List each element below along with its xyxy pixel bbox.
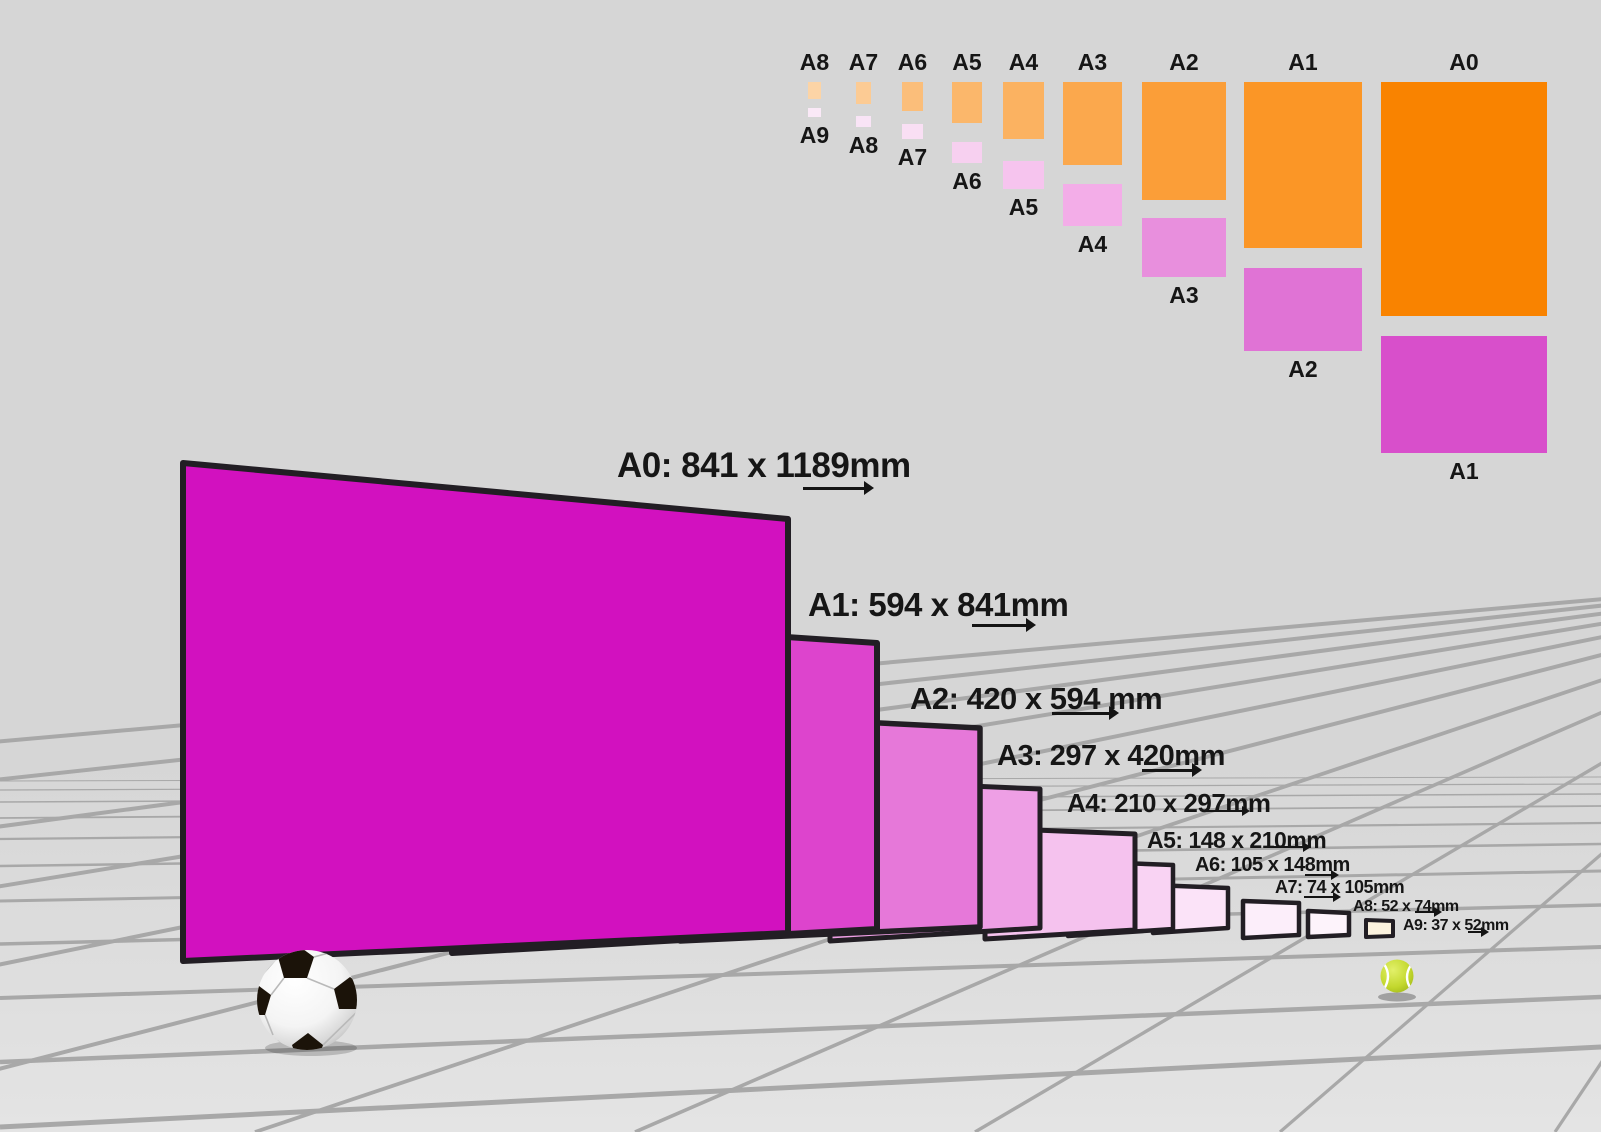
paper-a9-panel bbox=[1364, 918, 1395, 939]
mini-bottom-label: A7 bbox=[897, 144, 928, 170]
mini-landscape-sheet bbox=[856, 116, 871, 127]
mini-portrait-sheet bbox=[1244, 82, 1362, 248]
mini-bottom-label: A6 bbox=[952, 168, 982, 194]
a3-width-arrow-icon bbox=[1142, 763, 1202, 777]
mini-bottom-label: A9 bbox=[799, 122, 830, 148]
mini-column-a4: A4 A5 bbox=[1003, 46, 1044, 219]
mini-bottom-label: A3 bbox=[1169, 282, 1199, 308]
a6-size-label: A6: 105 x 148mm bbox=[1195, 854, 1350, 876]
mini-column-a8: A8 A9 bbox=[800, 46, 829, 147]
a1-size-label: A1: 594 x 841mm bbox=[808, 586, 1069, 623]
mini-landscape-sheet bbox=[952, 142, 982, 163]
mini-top-label: A3 bbox=[1077, 49, 1108, 75]
a8-size-label: A8: 52 x 74mm bbox=[1353, 898, 1459, 915]
mini-top-label: A6 bbox=[897, 49, 928, 75]
mini-bottom-label: A5 bbox=[1008, 194, 1039, 220]
mini-column-a1: A1 A2 bbox=[1244, 46, 1362, 381]
paper-a0-panel bbox=[180, 460, 791, 964]
mini-portrait-sheet bbox=[1003, 82, 1044, 139]
mini-column-a0: A0 A1 bbox=[1381, 46, 1547, 483]
mini-column-a3: A3 A4 bbox=[1063, 46, 1122, 256]
mini-column-a7: A7 A8 bbox=[849, 46, 878, 157]
mini-portrait-sheet bbox=[856, 82, 871, 104]
mini-top-label: A8 bbox=[799, 49, 830, 75]
a1-width-arrow-icon bbox=[972, 618, 1036, 632]
mini-landscape-sheet bbox=[1003, 161, 1044, 189]
tennis-ball bbox=[1378, 959, 1416, 1002]
mini-landscape-sheet bbox=[902, 124, 923, 139]
mini-bottom-label: A8 bbox=[848, 132, 879, 158]
mini-top-label: A5 bbox=[952, 49, 982, 75]
a6-width-arrow-icon bbox=[1305, 870, 1339, 880]
mini-column-a6: A6 A7 bbox=[898, 46, 927, 169]
a7-size-label: A7: 74 x 105mm bbox=[1275, 877, 1405, 897]
mini-portrait-sheet bbox=[952, 82, 982, 123]
a9-width-arrow-icon bbox=[1468, 927, 1489, 937]
mini-portrait-sheet bbox=[902, 82, 923, 111]
mini-top-label: A2 bbox=[1169, 49, 1199, 75]
tennis-ball-shadow bbox=[1378, 992, 1416, 1002]
a4-width-arrow-icon bbox=[1203, 806, 1250, 816]
mini-column-a2: A2 A3 bbox=[1142, 46, 1226, 307]
a4-size-label: A4: 210 x 297mm bbox=[1067, 788, 1271, 818]
a8-width-arrow-icon bbox=[1415, 907, 1442, 917]
a0-size-label: A0: 841 x 1189mm bbox=[617, 446, 911, 485]
mini-portrait-sheet bbox=[1063, 82, 1122, 165]
a9-size-label: A9: 37 x 52mm bbox=[1403, 917, 1509, 934]
mini-column-a5: A5 A6 bbox=[952, 46, 982, 193]
mini-landscape-sheet bbox=[1063, 184, 1122, 226]
mini-top-label: A1 bbox=[1288, 49, 1318, 75]
mini-bottom-label: A4 bbox=[1077, 231, 1108, 257]
a3-size-label: A3: 297 x 420mm bbox=[997, 740, 1225, 772]
mini-bottom-label: A2 bbox=[1288, 356, 1318, 382]
paper-cascade bbox=[180, 460, 1395, 964]
mini-landscape-sheet bbox=[1142, 218, 1226, 277]
mini-landscape-sheet bbox=[808, 108, 821, 117]
mini-portrait-sheet bbox=[1142, 82, 1226, 200]
mini-top-label: A7 bbox=[848, 49, 879, 75]
paper-a7-panel bbox=[1240, 898, 1302, 941]
mini-portrait-sheet bbox=[808, 82, 821, 99]
mini-portrait-sheet bbox=[1381, 82, 1547, 316]
a5-width-arrow-icon bbox=[1268, 842, 1311, 852]
a2-size-label: A2: 420 x 594 mm bbox=[910, 681, 1163, 716]
mini-landscape-sheet bbox=[1381, 336, 1547, 453]
a7-width-arrow-icon bbox=[1304, 892, 1341, 902]
a5-size-label: A5: 148 x 210mm bbox=[1147, 827, 1327, 853]
paper-a8-panel bbox=[1305, 908, 1352, 940]
mini-bottom-label: A1 bbox=[1449, 458, 1479, 484]
a0-width-arrow-icon bbox=[803, 481, 874, 495]
a2-width-arrow-icon bbox=[1052, 706, 1119, 720]
mini-top-label: A4 bbox=[1008, 49, 1039, 75]
mini-landscape-sheet bbox=[1244, 268, 1362, 351]
mini-top-label: A0 bbox=[1449, 49, 1479, 75]
